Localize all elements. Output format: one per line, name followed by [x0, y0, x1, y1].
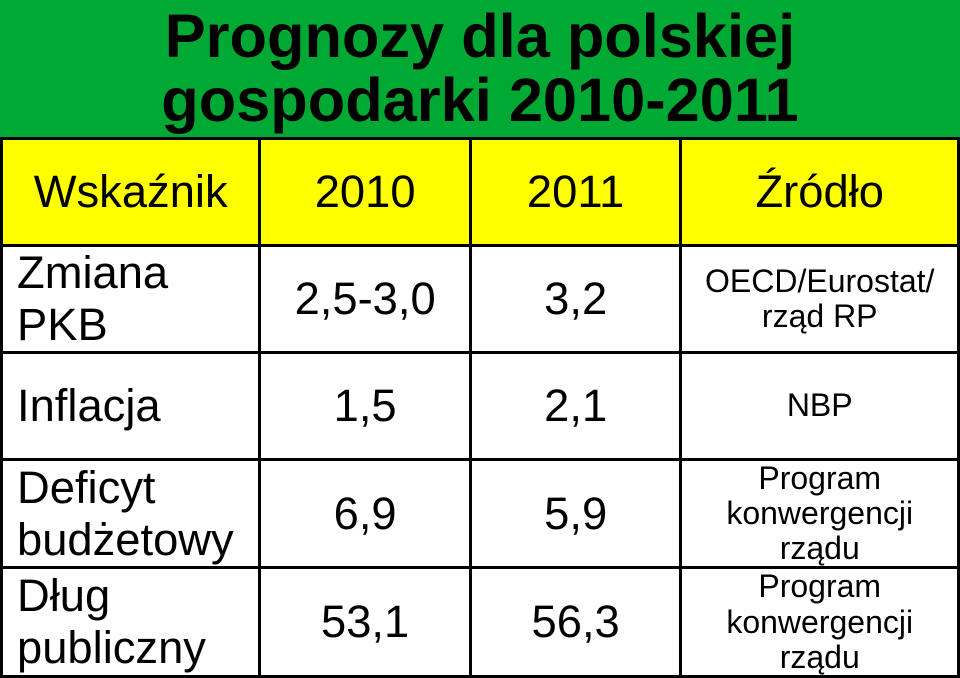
cell-2011: 56,3 [470, 568, 681, 677]
table-row: Deficyt budżetowy 6,9 5,9 Program konwer… [2, 459, 959, 568]
cell-2011: 2,1 [470, 352, 681, 459]
cell-indicator: Zmiana PKB [2, 245, 260, 352]
cell-2010: 6,9 [260, 459, 471, 568]
cell-2010: 1,5 [260, 352, 471, 459]
th-indicator: Wskaźnik [2, 138, 260, 245]
cell-indicator: Inflacja [2, 352, 260, 459]
cell-indicator: Deficyt budżetowy [2, 459, 260, 568]
table-row: Inflacja 1,5 2,1 NBP [2, 352, 959, 459]
cell-indicator: Dług publiczny [2, 568, 260, 677]
cell-2010: 53,1 [260, 568, 471, 677]
cell-source: Program konwergencji rządu [681, 568, 959, 677]
th-2011: 2011 [470, 138, 681, 245]
slide-container: Prognozy dla polskiej gospodarki 2010-20… [0, 0, 960, 678]
cell-source: NBP [681, 352, 959, 459]
th-source: Źródło [681, 138, 959, 245]
title-line-1: Prognozy dla polskiej [165, 4, 795, 68]
forecast-table: Wskaźnik 2010 2011 Źródło Zmiana PKB 2,5… [0, 137, 960, 678]
cell-2010: 2,5-3,0 [260, 245, 471, 352]
cell-2011: 3,2 [470, 245, 681, 352]
title-line-2: gospodarki 2010-2011 [161, 68, 798, 132]
table-row: Zmiana PKB 2,5-3,0 3,2 OECD/Eurostat/ rz… [2, 245, 959, 352]
table-header-row: Wskaźnik 2010 2011 Źródło [2, 138, 959, 245]
cell-2011: 5,9 [470, 459, 681, 568]
th-2010: 2010 [260, 138, 471, 245]
cell-source: OECD/Eurostat/ rząd RP [681, 245, 959, 352]
table-row: Dług publiczny 53,1 56,3 Program konwerg… [2, 568, 959, 677]
title-band: Prognozy dla polskiej gospodarki 2010-20… [0, 0, 960, 137]
cell-source: Program konwergencji rządu [681, 459, 959, 568]
